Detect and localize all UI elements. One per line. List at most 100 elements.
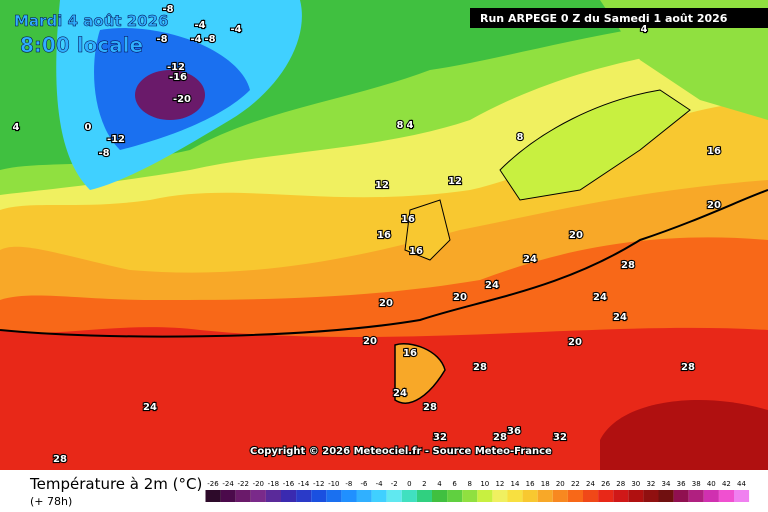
- temp-label: 12: [448, 176, 462, 187]
- legend-swatch: [643, 490, 659, 502]
- legend-tick: 2: [422, 480, 426, 488]
- legend-tick: 34: [662, 480, 671, 488]
- temp-label: 8: [517, 132, 524, 143]
- legend-tick: 38: [692, 480, 701, 488]
- temp-label: 28: [493, 432, 507, 443]
- temp-label: -4: [230, 24, 241, 35]
- temp-label: 20: [453, 292, 467, 303]
- temp-label: 24: [393, 388, 407, 399]
- legend-swatch: [688, 490, 704, 502]
- legend-tick: -18: [268, 480, 279, 488]
- legend-tick: 0: [407, 480, 411, 488]
- temp-label: 24: [485, 280, 499, 291]
- temp-label: 16: [403, 348, 417, 359]
- legend-swatch: [356, 490, 372, 502]
- britain: [404, 199, 451, 261]
- legend-tick: 32: [646, 480, 655, 488]
- temp-label: -8: [98, 148, 109, 159]
- legend-swatch: [537, 490, 553, 502]
- run-box: [470, 8, 768, 28]
- temp-label: 4: [641, 24, 648, 35]
- legend-swatch: [613, 490, 629, 502]
- legend-tick: -8: [345, 480, 352, 488]
- time-label: 8:00 locale: [20, 33, 143, 57]
- legend-tick: 6: [452, 480, 457, 488]
- temp-label: -20: [173, 94, 191, 105]
- legend-swatch: [462, 490, 478, 502]
- temp-label: -8: [162, 4, 173, 15]
- legend-tick: -6: [361, 480, 369, 488]
- temp-label: 0: [85, 122, 92, 133]
- legend-tick: 36: [677, 480, 686, 488]
- legend-swatch: [281, 490, 297, 502]
- temp-label: 20: [363, 336, 377, 347]
- legend-swatch: [220, 490, 236, 502]
- temp-label: 24: [593, 292, 607, 303]
- temp-label: -12: [107, 134, 125, 145]
- temp-label: 28: [621, 260, 635, 271]
- legend-swatch: [628, 490, 644, 502]
- temp-label: 4: [13, 122, 20, 133]
- legend-swatch: [386, 490, 402, 502]
- legend-tick: 30: [631, 480, 640, 488]
- legend-swatch: [205, 490, 221, 502]
- iberia: [394, 343, 446, 404]
- legend-tick: 40: [707, 480, 716, 488]
- temp-label: -4: [194, 20, 205, 31]
- legend-tick: -24: [222, 480, 234, 488]
- legend-tick: -26: [207, 480, 219, 488]
- legend-swatch: [552, 490, 568, 502]
- africa-hot: [600, 400, 768, 470]
- legend-swatch: [371, 490, 387, 502]
- temp-label: -12: [167, 62, 185, 73]
- legend-tick: 8: [467, 480, 471, 488]
- temp-label: 16: [707, 146, 721, 157]
- temp-label: 4: [407, 120, 414, 131]
- legend-tick: 16: [526, 480, 535, 488]
- legend-tick: 4: [437, 480, 442, 488]
- legend-tick: 42: [722, 480, 731, 488]
- legend-tick: 18: [541, 480, 550, 488]
- scandinavia: [499, 89, 691, 201]
- legend-swatch: [341, 490, 357, 502]
- legend-swatch: [583, 490, 599, 502]
- legend-swatch: [718, 490, 734, 502]
- temp-label: 24: [143, 402, 157, 413]
- temp-label: -16: [169, 72, 187, 83]
- legend-swatch: [507, 490, 523, 502]
- legend-swatch: [311, 490, 327, 502]
- legend-tick: 44: [737, 480, 746, 488]
- temp-label: 20: [569, 230, 583, 241]
- temp-label: 16: [377, 230, 391, 241]
- temp-label: 8: [397, 120, 404, 131]
- legend-swatch: [401, 490, 417, 502]
- legend-tick: 28: [616, 480, 625, 488]
- legend-swatch: [432, 490, 448, 502]
- legend-tick: 14: [511, 480, 520, 488]
- temp-label: 32: [433, 432, 447, 443]
- temp-label: 28: [681, 362, 695, 373]
- legend-swatch: [567, 490, 583, 502]
- temp-label: 24: [613, 312, 627, 323]
- temp-label: 36: [507, 426, 521, 437]
- temp-label: -8: [204, 34, 215, 45]
- temp-label: 20: [568, 337, 582, 348]
- legend-swatch: [416, 490, 432, 502]
- legend-tick: 24: [586, 480, 595, 488]
- legend-swatch: [703, 490, 719, 502]
- legend-tick: -14: [298, 480, 310, 488]
- legend-swatch: [447, 490, 463, 502]
- legend-tick: -20: [253, 480, 264, 488]
- legend-tick: -10: [328, 480, 339, 488]
- legend-swatch: [250, 490, 266, 502]
- temp-label: 16: [409, 246, 423, 257]
- legend-tick: 12: [495, 480, 504, 488]
- temp-label: 24: [523, 254, 537, 265]
- legend-swatch: [477, 490, 493, 502]
- temp-label: -8: [156, 34, 167, 45]
- legend-tick: 20: [556, 480, 565, 488]
- isotherm: [0, 189, 768, 338]
- temp-label: 28: [423, 402, 437, 413]
